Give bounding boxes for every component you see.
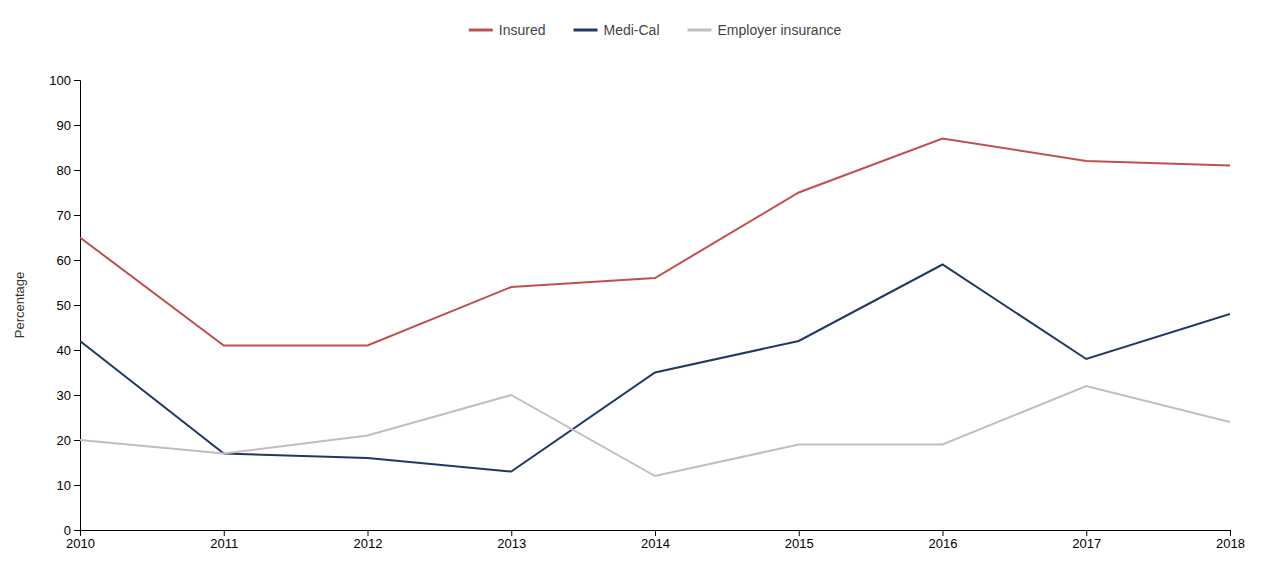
x-tick-label: 2017 bbox=[1072, 536, 1101, 551]
y-tick-mark bbox=[74, 215, 80, 216]
x-tick-label: 2011 bbox=[210, 536, 238, 551]
x-tick-mark bbox=[511, 530, 512, 536]
y-tick-label: 0 bbox=[64, 523, 71, 538]
x-axis-line bbox=[81, 531, 1231, 537]
legend-label: Medi-Cal bbox=[603, 22, 659, 38]
y-tick-label: 40 bbox=[57, 343, 71, 358]
y-axis-title: Percentage bbox=[12, 272, 27, 339]
line-series bbox=[80, 386, 1230, 476]
y-tick-mark bbox=[74, 350, 80, 351]
x-tick: 2017 bbox=[1072, 530, 1101, 551]
x-tick-label: 2013 bbox=[497, 536, 526, 551]
y-tick-label: 60 bbox=[57, 253, 71, 268]
x-tick-mark bbox=[1230, 530, 1231, 536]
y-tick: 60 bbox=[57, 253, 80, 268]
y-tick-mark bbox=[74, 260, 80, 261]
x-tick-mark bbox=[655, 530, 656, 536]
legend-swatch bbox=[687, 29, 711, 32]
y-tick-label: 30 bbox=[57, 388, 71, 403]
y-tick: 70 bbox=[57, 208, 80, 223]
y-tick: 100 bbox=[49, 73, 80, 88]
y-tick-mark bbox=[74, 485, 80, 486]
y-tick-label: 20 bbox=[57, 433, 71, 448]
y-tick-label: 80 bbox=[57, 163, 71, 178]
legend-swatch bbox=[469, 29, 493, 32]
x-tick-label: 2012 bbox=[354, 536, 383, 551]
line-series bbox=[80, 265, 1230, 472]
y-tick: 10 bbox=[57, 478, 80, 493]
line-series bbox=[80, 139, 1230, 346]
y-tick: 0 bbox=[64, 523, 80, 538]
y-tick-label: 50 bbox=[57, 298, 71, 313]
legend: Insured Medi-Cal Employer insurance bbox=[469, 22, 842, 38]
y-tick-label: 90 bbox=[57, 118, 71, 133]
y-axis-line bbox=[74, 81, 81, 531]
legend-item: Medi-Cal bbox=[573, 22, 659, 38]
y-tick-mark bbox=[74, 395, 80, 396]
x-tick-mark bbox=[799, 530, 800, 536]
x-tick-label: 2016 bbox=[929, 536, 958, 551]
legend-item: Insured bbox=[469, 22, 546, 38]
legend-item: Employer insurance bbox=[687, 22, 841, 38]
x-axis: 2010 2011 2012 2013 2014 2015 2016 2017 2018 bbox=[66, 530, 1245, 551]
y-tick-mark bbox=[74, 305, 80, 306]
y-tick: 30 bbox=[57, 388, 80, 403]
x-tick-label: 2015 bbox=[785, 536, 814, 551]
x-tick-mark bbox=[943, 530, 944, 536]
y-tick-mark bbox=[74, 440, 80, 441]
x-tick: 2012 bbox=[354, 530, 383, 551]
legend-label: Insured bbox=[499, 22, 546, 38]
x-tick: 2013 bbox=[497, 530, 526, 551]
y-tick-mark bbox=[74, 80, 80, 81]
lines bbox=[80, 139, 1230, 477]
y-axis: 0 10 20 30 40 50 60 70 80 90 100 bbox=[49, 73, 80, 538]
x-tick: 2014 bbox=[641, 530, 670, 551]
y-tick-mark bbox=[74, 170, 80, 171]
x-tick: 2011 bbox=[210, 530, 238, 551]
legend-swatch bbox=[573, 29, 597, 32]
y-tick: 40 bbox=[57, 343, 80, 358]
plot-area: 2010 2011 2012 2013 2014 2015 2016 2017 2018 0 10 2… bbox=[49, 73, 1245, 552]
x-tick-label: 2018 bbox=[1216, 536, 1245, 551]
x-tick-label: 2014 bbox=[641, 536, 670, 551]
y-tick: 80 bbox=[57, 163, 80, 178]
y-tick-label: 100 bbox=[49, 73, 71, 88]
y-tick: 90 bbox=[57, 118, 80, 133]
y-tick-mark bbox=[74, 125, 80, 126]
chart: 2010 2011 2012 2013 2014 2015 2016 2017 2018 0 10 2… bbox=[0, 0, 1280, 580]
y-tick-mark bbox=[74, 530, 80, 531]
legend-label: Employer insurance bbox=[717, 22, 841, 38]
x-tick-label: 2010 bbox=[66, 536, 95, 551]
x-tick-mark bbox=[1086, 530, 1087, 536]
x-tick-mark bbox=[224, 530, 225, 536]
y-tick-label: 10 bbox=[57, 478, 71, 493]
y-tick: 50 bbox=[57, 298, 80, 313]
x-tick: 2015 bbox=[785, 530, 814, 551]
x-tick: 2016 bbox=[929, 530, 958, 551]
y-tick-label: 70 bbox=[57, 208, 71, 223]
x-tick-mark bbox=[368, 530, 369, 536]
x-tick: 2018 bbox=[1216, 530, 1245, 551]
y-tick: 20 bbox=[57, 433, 80, 448]
